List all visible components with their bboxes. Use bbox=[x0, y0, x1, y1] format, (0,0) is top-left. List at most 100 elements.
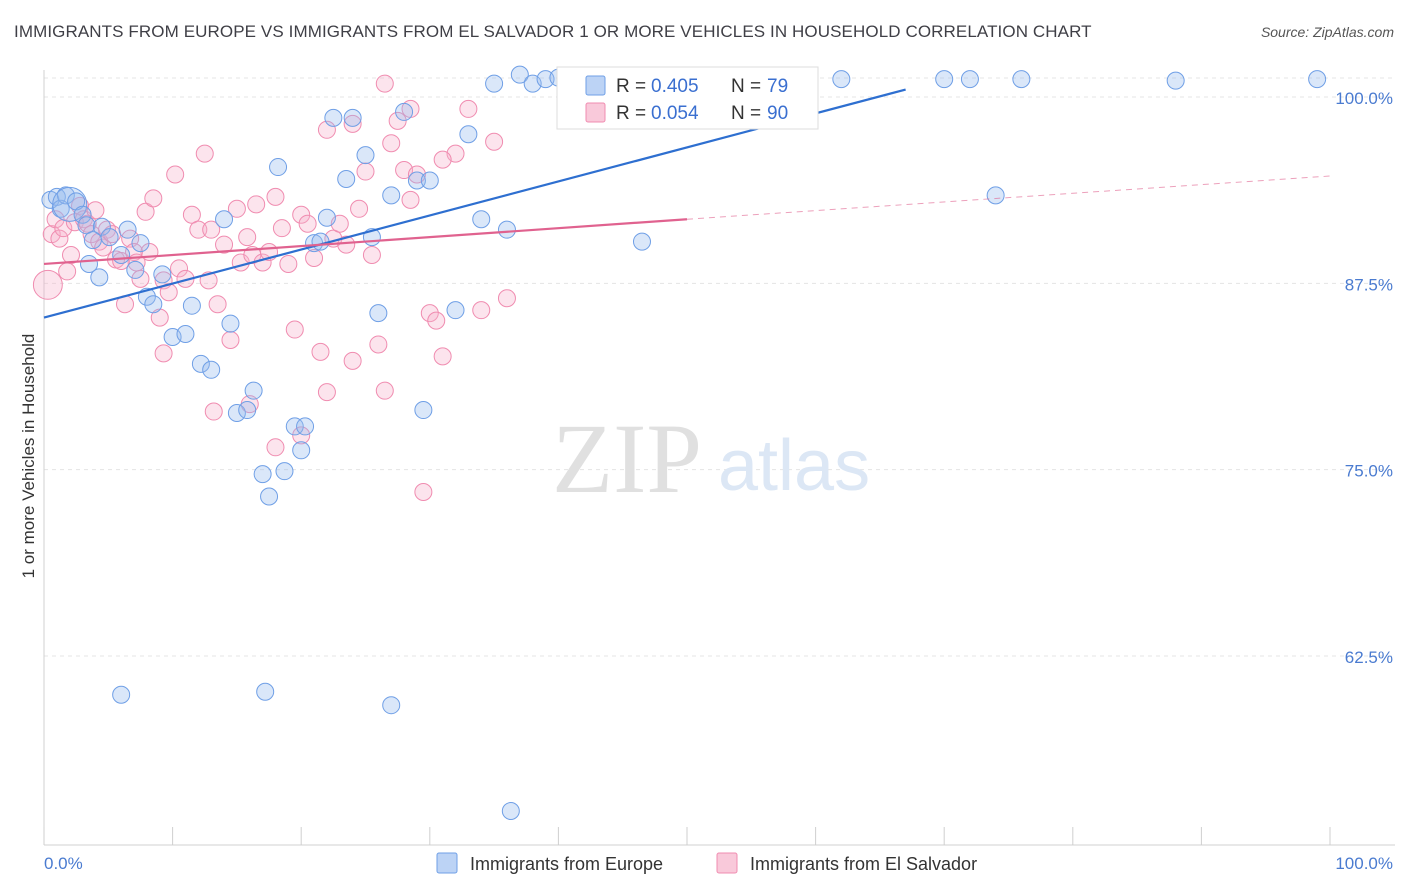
europe-point bbox=[446, 301, 465, 320]
salvador-point bbox=[204, 402, 223, 421]
europe-point bbox=[144, 295, 163, 314]
europe-point bbox=[382, 696, 401, 715]
europe-point bbox=[536, 70, 555, 89]
europe-point bbox=[153, 265, 172, 284]
salvador-point bbox=[221, 330, 240, 349]
salvador-point bbox=[382, 134, 401, 153]
legend-n-label-europe: N = bbox=[731, 76, 761, 97]
europe-point bbox=[256, 682, 275, 701]
salvador-point bbox=[317, 383, 336, 402]
bottom-legend-swatch-europe bbox=[436, 852, 458, 874]
salvador-point bbox=[94, 238, 113, 257]
salvador-point bbox=[350, 199, 369, 218]
x-tick-label-right: 100.0% bbox=[1335, 854, 1393, 873]
europe-point bbox=[414, 401, 433, 420]
europe-point bbox=[90, 268, 109, 287]
europe-point bbox=[118, 220, 137, 239]
europe-point bbox=[112, 246, 131, 265]
legend-swatch-europe bbox=[585, 75, 606, 96]
europe-point bbox=[202, 360, 221, 379]
europe-point bbox=[395, 102, 414, 121]
europe-point bbox=[337, 169, 356, 188]
salvador-point bbox=[285, 320, 304, 339]
europe-point bbox=[269, 158, 288, 177]
europe-point bbox=[832, 70, 851, 89]
salvador-point bbox=[144, 189, 163, 208]
bottom-legend-swatch-salvador bbox=[716, 852, 738, 874]
europe-point bbox=[260, 487, 279, 506]
salvador-point bbox=[485, 132, 504, 151]
europe-point bbox=[986, 186, 1005, 205]
europe-point bbox=[407, 171, 426, 190]
series-legend: Immigrants from Europe Immigrants from E… bbox=[436, 852, 977, 874]
salvador-point bbox=[272, 219, 291, 238]
europe-point bbox=[1166, 71, 1185, 90]
europe-point bbox=[56, 186, 75, 205]
europe-point bbox=[285, 417, 304, 436]
salvador-point bbox=[266, 438, 285, 457]
europe-point bbox=[317, 208, 336, 227]
salvador-point bbox=[58, 262, 77, 281]
europe-point bbox=[238, 401, 257, 420]
salvador-point bbox=[292, 426, 311, 445]
salvador-point bbox=[305, 248, 324, 267]
europe-point bbox=[83, 231, 102, 250]
legend-swatch-salvador bbox=[585, 102, 606, 123]
europe-point bbox=[1012, 70, 1031, 89]
europe-point bbox=[292, 441, 311, 460]
europe-point bbox=[52, 186, 88, 222]
x-ticks bbox=[43, 827, 1331, 845]
salvador-point bbox=[78, 214, 97, 233]
salvador-point bbox=[375, 74, 394, 93]
europe-point bbox=[112, 685, 131, 704]
legend-n-label-salvador: N = bbox=[731, 103, 761, 124]
salvador-point bbox=[279, 254, 298, 273]
y-tick-label: 87.5% bbox=[1345, 275, 1393, 294]
bottom-legend-label-salvador: Immigrants from El Salvador bbox=[750, 854, 977, 874]
salvador-point bbox=[401, 190, 420, 209]
salvador-point bbox=[170, 259, 189, 278]
salvador-point bbox=[343, 114, 362, 133]
salvador-point bbox=[427, 311, 446, 330]
chart-title: IMMIGRANTS FROM EUROPE VS IMMIGRANTS FRO… bbox=[14, 22, 1092, 41]
europe-point bbox=[253, 465, 272, 484]
salvador-point bbox=[166, 165, 185, 184]
europe-point bbox=[215, 210, 234, 229]
salvador-point bbox=[292, 205, 311, 224]
salvador-point bbox=[343, 351, 362, 370]
legend-r-label-europe: R = bbox=[616, 76, 646, 97]
salvador-point bbox=[375, 381, 394, 400]
europe-point bbox=[221, 314, 240, 333]
watermark: ZIP atlas bbox=[552, 403, 870, 514]
salvador-point bbox=[388, 111, 407, 130]
salvador-point bbox=[356, 162, 375, 181]
europe-point bbox=[497, 220, 516, 239]
salvador-point bbox=[208, 295, 227, 314]
legend-n-value-europe: 79 bbox=[767, 76, 788, 97]
salvador-trend-line bbox=[43, 218, 688, 266]
europe-point bbox=[472, 210, 491, 229]
europe-point bbox=[459, 125, 478, 144]
europe-point bbox=[935, 70, 954, 89]
salvador-point bbox=[414, 483, 433, 502]
europe-point bbox=[369, 304, 388, 323]
europe-point bbox=[51, 199, 70, 218]
europe-point bbox=[296, 417, 315, 436]
bottom-legend-label-europe: Immigrants from Europe bbox=[470, 854, 663, 874]
europe-point bbox=[77, 216, 96, 235]
series-el-salvador bbox=[32, 74, 516, 502]
y-tick-labels: 100.0% 87.5% 75.0% 62.5% bbox=[1335, 89, 1393, 667]
watermark-zip: ZIP bbox=[552, 403, 702, 514]
salvador-point bbox=[136, 202, 155, 221]
salvador-point bbox=[433, 150, 452, 169]
salvador-trend-extension bbox=[686, 175, 1331, 220]
salvador-point bbox=[317, 120, 336, 139]
y-tick-label: 100.0% bbox=[1335, 89, 1393, 108]
europe-point bbox=[382, 186, 401, 205]
europe-point bbox=[227, 404, 246, 423]
legend-r-label-salvador: R = bbox=[616, 103, 646, 124]
salvador-point bbox=[62, 246, 81, 265]
axes bbox=[43, 70, 1395, 846]
source-label: Source: ZipAtlas.com bbox=[1260, 24, 1394, 40]
